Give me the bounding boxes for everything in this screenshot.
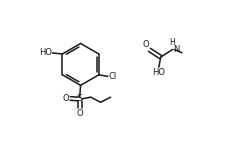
Text: HO: HO	[152, 68, 165, 77]
Text: O: O	[62, 94, 69, 103]
Text: Cl: Cl	[108, 72, 117, 81]
Text: S: S	[77, 95, 83, 103]
Text: O: O	[76, 109, 83, 118]
Text: H: H	[169, 38, 175, 47]
Text: O: O	[142, 40, 149, 49]
Text: N: N	[173, 45, 179, 54]
Text: HO: HO	[39, 48, 52, 57]
